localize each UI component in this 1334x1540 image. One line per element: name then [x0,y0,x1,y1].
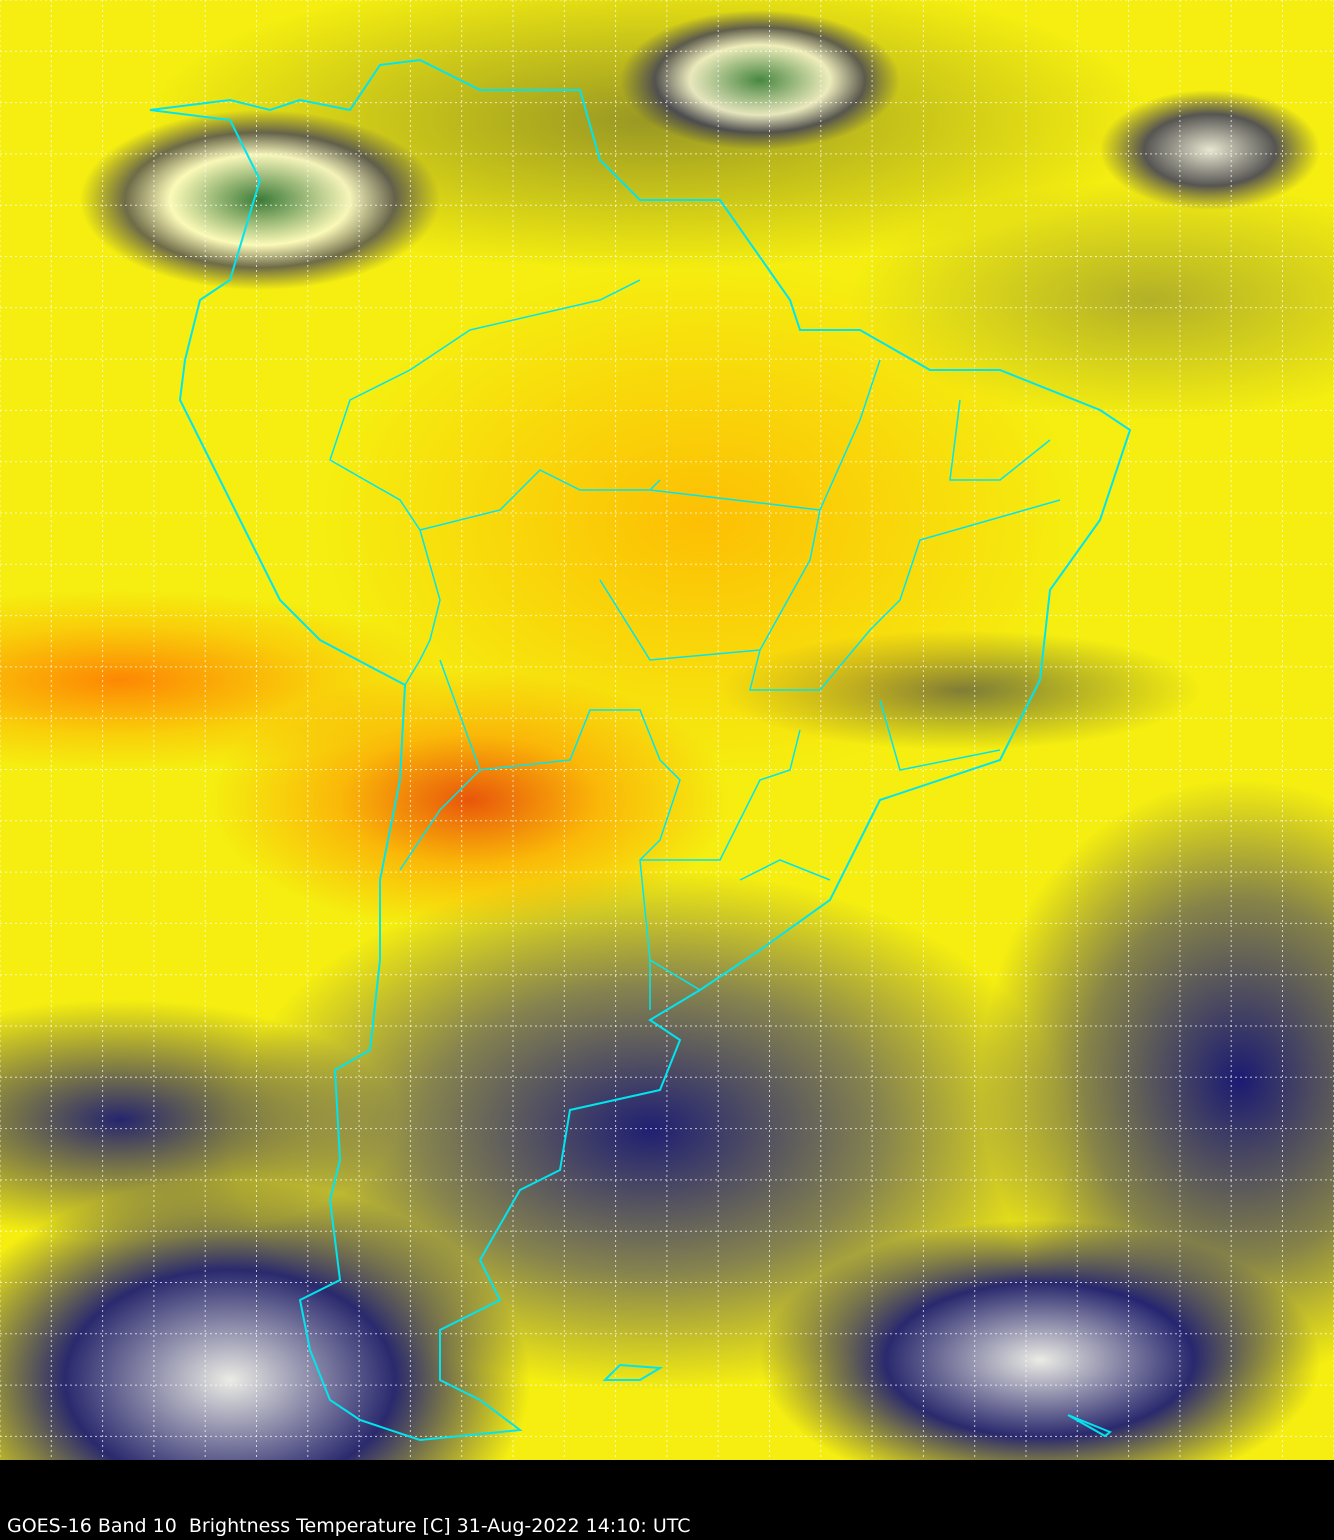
boundaries-overlay [149,58,1132,1442]
country-borders [329,279,1061,1010]
south-america-coastline [149,58,1132,1442]
graticule [0,0,1334,1460]
south-georgia [1067,1414,1112,1438]
falkland-islands [602,1363,664,1381]
image-caption: GOES-16 Band 10 Brightness Temperature [… [7,1515,691,1537]
brightness-temperature-image [0,0,1334,1460]
